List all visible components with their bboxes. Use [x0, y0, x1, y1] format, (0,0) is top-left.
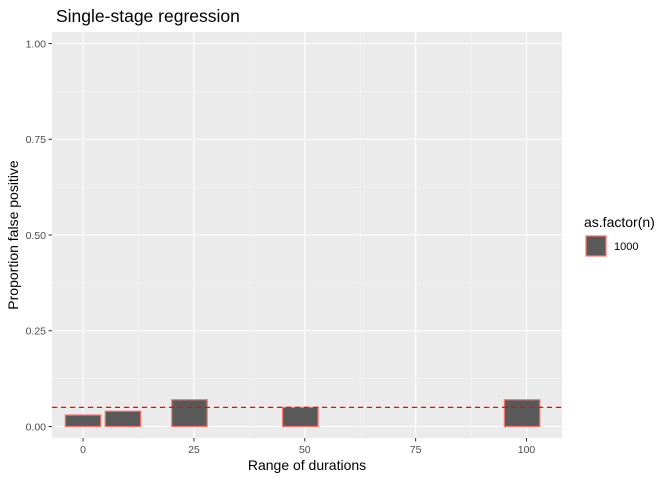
bar	[104, 410, 142, 428]
y-axis: 0.00 0.25 0.50 0.75 1.00	[26, 38, 52, 433]
bar	[282, 406, 319, 428]
bar	[171, 399, 208, 428]
y-tick-label: 0.00	[26, 421, 47, 433]
x-tick-label: 75	[410, 444, 422, 456]
y-tick-label: 0.25	[26, 326, 47, 338]
x-tick-label: 25	[188, 444, 200, 456]
x-tick-label: 0	[80, 444, 86, 456]
bar	[64, 414, 102, 428]
x-axis: 0 25 50 75 100	[80, 438, 535, 456]
legend-label: 1000	[614, 241, 638, 253]
y-tick-label: 0.75	[26, 134, 47, 146]
bar	[503, 399, 541, 428]
y-tick-label: 1.00	[26, 38, 47, 50]
x-tick-label: 100	[518, 444, 536, 456]
y-axis-title: Proportion false positive	[5, 160, 21, 310]
y-tick-label: 0.50	[26, 230, 47, 242]
legend: as.factor(n) 1000	[584, 214, 655, 257]
legend-title: as.factor(n)	[584, 214, 655, 230]
x-axis-title: Range of durations	[248, 457, 366, 473]
bars	[64, 399, 541, 428]
legend-key	[585, 235, 607, 257]
x-tick-label: 50	[299, 444, 311, 456]
chart-title: Single-stage regression	[56, 6, 240, 26]
